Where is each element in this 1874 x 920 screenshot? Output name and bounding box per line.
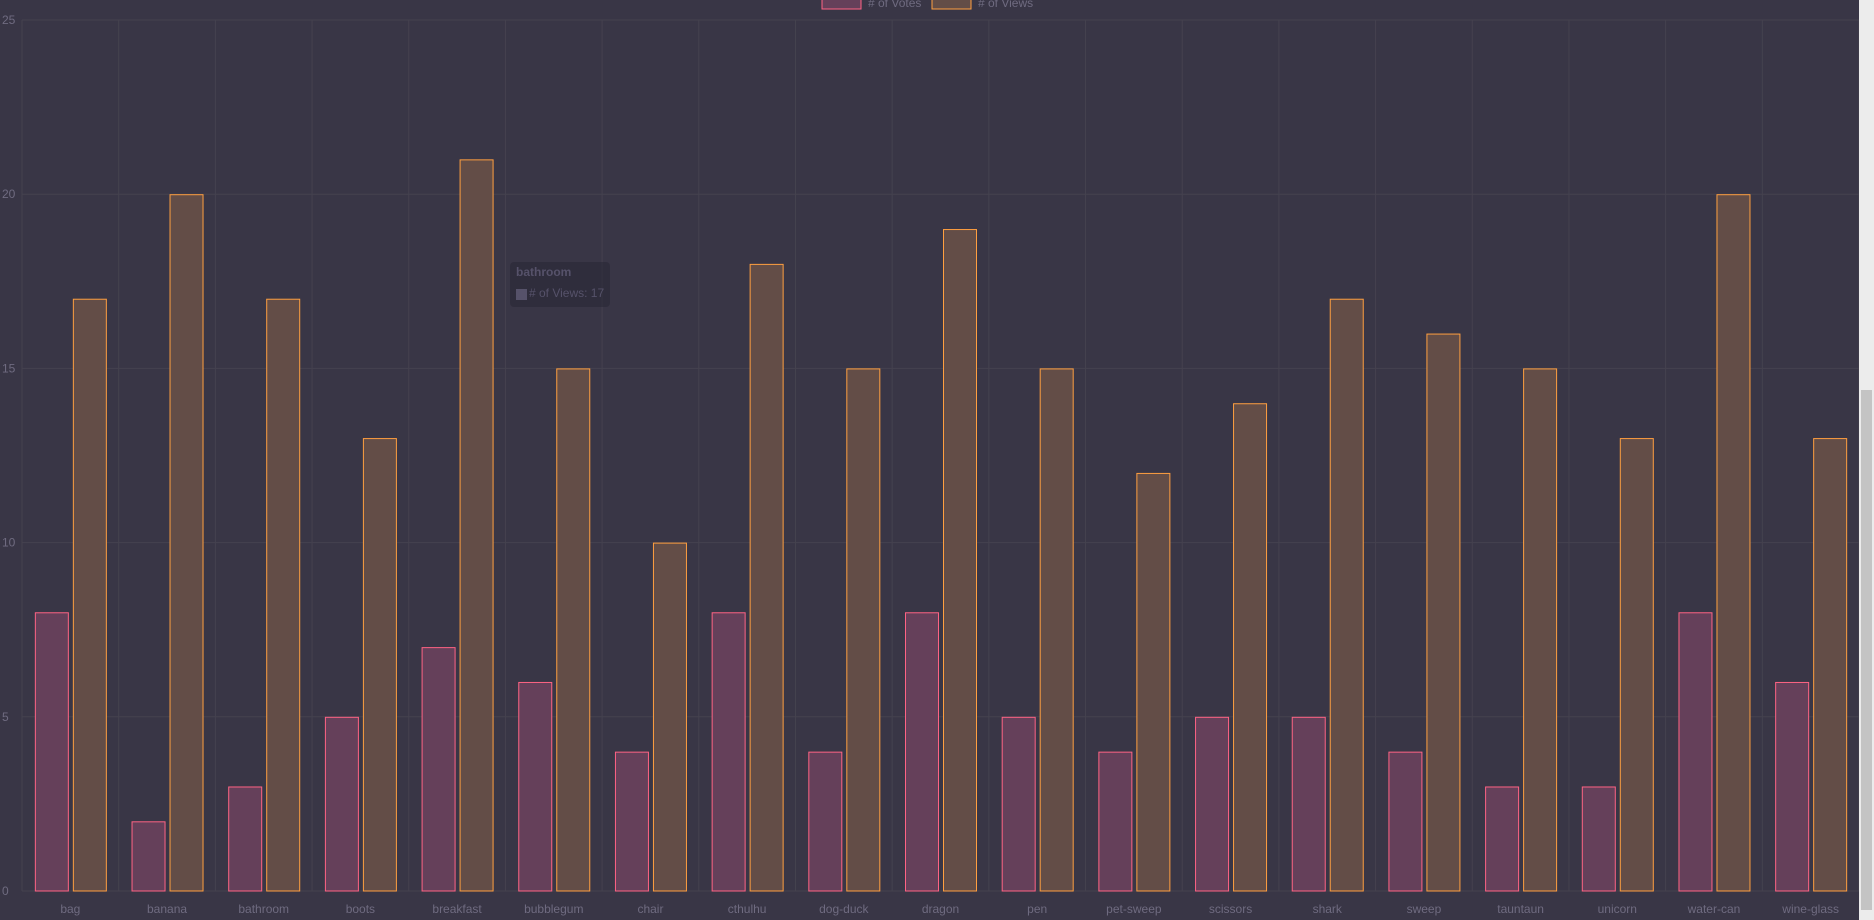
views-bar-pet-sweep[interactable]: [1136, 472, 1171, 892]
grid-lines: [21, 19, 1859, 892]
views-bar-dog-duck[interactable]: [846, 368, 881, 892]
views-bar-dragon[interactable]: [943, 229, 977, 892]
x-tick-label: bathroom: [238, 902, 289, 916]
scrollbar-thumb[interactable]: [1861, 390, 1872, 910]
votes-bar-sweep[interactable]: [1388, 751, 1423, 892]
votes-bar-chair[interactable]: [614, 751, 649, 892]
votes-bar-dog-duck[interactable]: [808, 751, 843, 892]
tooltip-body: # of Views: 17: [529, 286, 605, 300]
x-tick-label: shark: [1313, 902, 1343, 916]
views-bar-boots[interactable]: [362, 438, 397, 892]
x-tick-label: chair: [637, 902, 663, 916]
views-bar-sweep[interactable]: [1426, 333, 1461, 892]
votes-bar-bathroom[interactable]: [228, 786, 263, 892]
views-bar-tauntaun[interactable]: [1523, 368, 1558, 892]
x-tick-label: dog-duck: [819, 902, 869, 916]
bars: [34, 159, 1848, 892]
votes-bar-boots[interactable]: [324, 716, 359, 892]
x-tick-label: boots: [346, 902, 375, 916]
x-tick-label: pen: [1027, 902, 1047, 916]
y-tick-label: 25: [2, 13, 16, 27]
x-tick-label: cthulhu: [728, 902, 767, 916]
votes-bar-dragon[interactable]: [905, 612, 939, 892]
votes-bar-wine-glass[interactable]: [1775, 681, 1810, 892]
x-tick-label: tauntaun: [1497, 902, 1544, 916]
vertical-scrollbar[interactable]: [1859, 0, 1874, 920]
votes-bar-unicorn[interactable]: [1581, 786, 1616, 892]
votes-bar-pet-sweep[interactable]: [1098, 751, 1133, 892]
views-bar-bathroom[interactable]: [266, 298, 301, 892]
votes-bar-scissors[interactable]: [1195, 716, 1230, 892]
y-tick-label: 5: [2, 710, 9, 724]
votes-bar-cthulhu[interactable]: [711, 612, 746, 892]
x-tick-label: wine-glass: [1781, 902, 1839, 916]
tooltip-title: bathroom: [516, 265, 572, 279]
x-tick-label: sweep: [1407, 902, 1442, 916]
views-bar-bubblegum[interactable]: [556, 368, 591, 892]
views-bar-unicorn[interactable]: [1619, 438, 1654, 892]
x-tick-label: unicorn: [1598, 902, 1637, 916]
votes-bar-shark[interactable]: [1291, 716, 1326, 892]
views-bar-water-can[interactable]: [1716, 194, 1751, 892]
votes-bar-bag[interactable]: [34, 612, 69, 892]
x-tick-label: scissors: [1209, 902, 1252, 916]
votes-bar-pen[interactable]: [1001, 716, 1036, 892]
views-bar-cthulhu[interactable]: [749, 263, 784, 892]
votes-bar-tauntaun[interactable]: [1485, 786, 1520, 892]
legend[interactable]: # of Votes # of Views: [821, 0, 1033, 10]
x-tick-label: bag: [60, 902, 80, 916]
x-tick-label: dragon: [922, 902, 959, 916]
views-bar-shark[interactable]: [1329, 298, 1364, 892]
x-axis-ticks: bag banana bathroom boots breakfast bubblegum…: [60, 902, 1839, 916]
y-tick-label: 10: [2, 536, 16, 550]
views-bar-pen[interactable]: [1039, 368, 1074, 892]
x-tick-label: breakfast: [432, 902, 482, 916]
legend-swatch-views[interactable]: [931, 0, 972, 10]
votes-bar-banana[interactable]: [131, 821, 166, 892]
x-tick-label: banana: [147, 902, 187, 916]
views-bar-chair[interactable]: [652, 542, 687, 892]
y-tick-label: 20: [2, 187, 16, 201]
y-axis-ticks: 0 5 10 15 20 25: [2, 13, 16, 898]
views-bar-scissors[interactable]: [1233, 403, 1268, 892]
views-bar-breakfast[interactable]: [459, 159, 494, 892]
views-bar-bag[interactable]: [72, 298, 107, 892]
views-bar-banana[interactable]: [169, 194, 204, 892]
legend-label-votes[interactable]: # of Votes: [868, 0, 921, 10]
y-tick-label: 0: [2, 884, 9, 898]
y-tick-label: 15: [2, 361, 16, 375]
x-tick-label: water-can: [1687, 902, 1741, 916]
x-tick-label: bubblegum: [524, 902, 583, 916]
votes-bar-bubblegum[interactable]: [518, 681, 553, 892]
views-bar-wine-glass[interactable]: [1813, 438, 1848, 892]
chart-tooltip: bathroom # of Views: 17: [510, 262, 610, 307]
votes-bar-breakfast[interactable]: [421, 647, 456, 892]
votes-bar-water-can[interactable]: [1678, 612, 1713, 892]
tooltip-swatch: [516, 289, 527, 300]
legend-swatch-votes[interactable]: [821, 0, 862, 10]
legend-label-views[interactable]: # of Views: [978, 0, 1033, 10]
x-tick-label: pet-sweep: [1106, 902, 1162, 916]
